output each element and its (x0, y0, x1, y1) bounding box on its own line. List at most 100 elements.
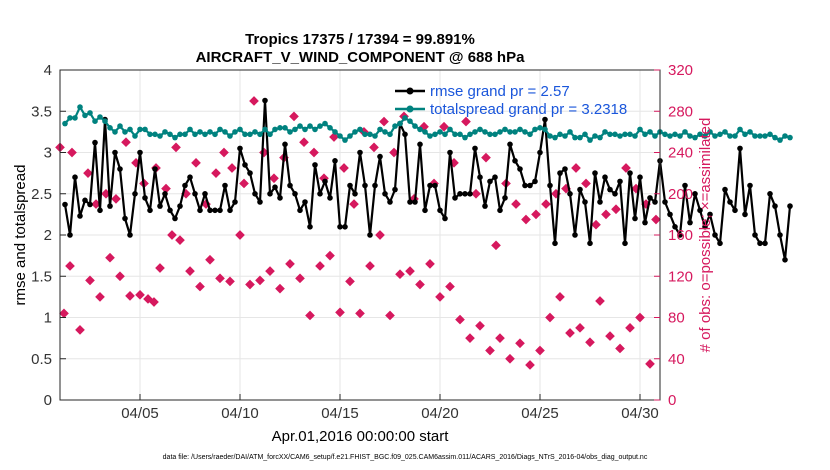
totalspread-point (607, 131, 613, 138)
totalspread-point (567, 129, 573, 135)
obs-assimilated-marker (439, 121, 449, 132)
totalspread-point (327, 125, 333, 131)
rmse-point (542, 116, 548, 123)
totalspread-point (477, 126, 483, 133)
rmse-point (97, 207, 103, 214)
totalspread-point (157, 133, 163, 139)
rmse-point (652, 199, 658, 205)
rmse-point (337, 224, 343, 230)
totalspread-point (752, 133, 758, 139)
obs-assimilated-marker (491, 240, 501, 251)
rmse-point (447, 149, 453, 156)
rmse-point (307, 224, 313, 230)
totalspread-point (432, 131, 438, 138)
rmse-point (387, 199, 393, 205)
obs-possible-marker (565, 328, 575, 338)
totalspread-point (507, 129, 513, 135)
rmse-point (327, 195, 333, 201)
totalspread-point (337, 133, 343, 139)
totalspread-point (377, 126, 383, 133)
obs-possible-marker (365, 261, 375, 271)
totalspread-point (427, 133, 433, 139)
totalspread-point (662, 131, 668, 138)
rmse-point (357, 149, 363, 156)
chart-subtitle: AIRCRAFT_V_WIND_COMPONENT @ 688 hPa (196, 49, 526, 66)
rmse-point (207, 207, 213, 214)
totalspread-point (92, 118, 98, 124)
totalspread-point (182, 131, 188, 138)
rmse-point (562, 166, 568, 172)
rmse-point (507, 141, 513, 148)
rmse-point (187, 174, 193, 180)
obs-possible-marker (175, 235, 185, 246)
totalspread-point (372, 133, 378, 139)
totalspread-point (512, 129, 518, 135)
totalspread-point (287, 129, 293, 135)
totalspread-point (732, 133, 738, 139)
rmse-point (732, 207, 738, 214)
rmse-point (492, 174, 498, 180)
rmse-point (142, 195, 148, 201)
rmse-point (597, 199, 603, 205)
totalspread-point (237, 126, 243, 133)
obs-possible-marker (395, 269, 405, 280)
obs-possible-marker (425, 259, 435, 269)
rmse-point (137, 149, 143, 156)
rmse-point (727, 199, 733, 205)
rmse-point (227, 207, 233, 214)
left-axis: 0 0.5 1 1.5 2 2.5 3 3.5 4 (31, 62, 66, 409)
rmse-point (437, 207, 443, 214)
totalspread-point (482, 129, 488, 135)
obs-assimilated-marker (111, 194, 121, 204)
obs-possible-marker (445, 281, 455, 292)
obs-assimilated-marker (611, 204, 621, 215)
totalspread-point (97, 114, 103, 120)
rmse-point (257, 199, 263, 205)
rmse-point (392, 186, 398, 193)
rmse-point (462, 191, 468, 197)
obs-assimilated-marker (389, 147, 399, 158)
y-tick-label: 0 (44, 392, 52, 409)
obs-possible-marker (195, 281, 205, 292)
obs-assimilated-marker (309, 147, 319, 158)
rmse-point (662, 199, 668, 205)
obs-assimilated-marker (121, 137, 131, 148)
obs-possible-marker (345, 276, 355, 287)
rmse-point (192, 191, 198, 197)
rmse-point (362, 182, 368, 189)
rmse-point (632, 215, 638, 222)
y-tick-label: 2.5 (31, 186, 52, 203)
totalspread-point (192, 131, 198, 138)
obs-possible-marker (515, 338, 525, 349)
totalspread-point (162, 129, 168, 135)
rmse-point (407, 199, 413, 205)
obs-possible-marker (205, 254, 215, 265)
totalspread-point (422, 129, 428, 135)
rmse-point (177, 203, 183, 209)
rmse-point (107, 203, 113, 209)
rmse-point (772, 203, 778, 209)
totalspread-point (107, 125, 113, 131)
totalspread-point (677, 133, 683, 139)
rmse-point (707, 211, 713, 218)
obs-possible-marker (645, 359, 655, 369)
rmse-point (497, 207, 503, 214)
x-tick-label: 04/20 (421, 405, 459, 422)
totalspread-point (282, 125, 288, 131)
obs-possible-marker (155, 263, 165, 273)
totalspread-point (467, 131, 473, 138)
rmse-point (572, 232, 578, 238)
totalspread-point (292, 126, 298, 133)
rmse-point (682, 182, 688, 189)
totalspread-point (297, 123, 303, 129)
rmse-point (232, 199, 238, 205)
obs-possible-marker (505, 353, 515, 364)
obs-possible-marker (295, 273, 305, 284)
obs-possible-marker (143, 294, 153, 304)
y-axis-label: rmse and totalspread (12, 165, 29, 306)
totalspread-point (737, 126, 743, 133)
totalspread-point (252, 129, 258, 135)
rmse-point (167, 207, 173, 214)
rmse-point (422, 207, 428, 214)
right-axis: 0 40 80 120 160 200 240 280 320 (654, 62, 693, 409)
